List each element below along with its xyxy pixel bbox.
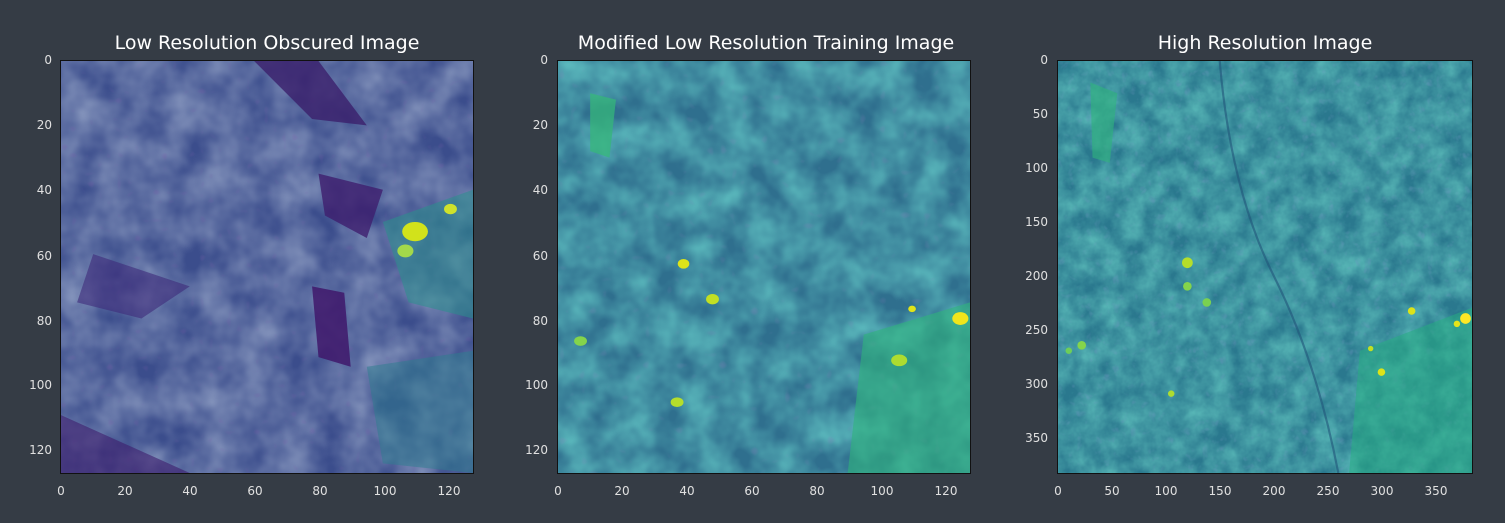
panel-modified-low-res-training: Modified Low Resolution Training Image xyxy=(500,0,1000,523)
x-tick-label: 60 xyxy=(744,484,760,498)
x-tick-label: 350 xyxy=(1424,484,1448,498)
x-tick-label: 120 xyxy=(934,484,958,498)
x-tick-label: 40 xyxy=(679,484,695,498)
x-tick-label: 0 xyxy=(57,484,65,498)
x-tick-label: 250 xyxy=(1316,484,1340,498)
y-tick-label: 350 xyxy=(1025,431,1048,445)
x-tick-label: 20 xyxy=(614,484,630,498)
y-tick-label: 60 xyxy=(36,249,52,263)
x-tick-label: 100 xyxy=(1154,484,1178,498)
y-tick-label: 120 xyxy=(29,443,52,457)
y-tick-label: 100 xyxy=(1025,161,1048,175)
image-plot-high-res xyxy=(1057,60,1473,474)
y-tick-label: 0 xyxy=(44,53,52,67)
y-tick-label: 80 xyxy=(532,314,548,328)
y-tick-label: 120 xyxy=(525,443,548,457)
image-plot-low-res-obscured xyxy=(60,60,474,474)
x-tick-label: 100 xyxy=(870,484,894,498)
x-tick-label: 20 xyxy=(117,484,133,498)
image-plot-modified-low-res-training xyxy=(557,60,971,474)
x-tick-label: 40 xyxy=(182,484,198,498)
y-tick-label: 100 xyxy=(29,378,52,392)
y-tick-label: 80 xyxy=(36,314,52,328)
y-tick-label: 40 xyxy=(36,183,52,197)
y-tick-label: 150 xyxy=(1025,215,1048,229)
y-tick-label: 0 xyxy=(1040,53,1048,67)
x-tick-label: 120 xyxy=(437,484,461,498)
y-tick-label: 40 xyxy=(532,183,548,197)
y-tick-label: 100 xyxy=(525,378,548,392)
panel-high-res: High Resolution Image xyxy=(1000,0,1505,523)
y-tick-label: 20 xyxy=(36,118,52,132)
y-tick-label: 60 xyxy=(532,249,548,263)
y-tick-label: 20 xyxy=(532,118,548,132)
panel-title: Low Resolution Obscured Image xyxy=(114,32,420,54)
x-tick-label: 150 xyxy=(1208,484,1232,498)
satellite-image-low-res-obscured xyxy=(61,61,473,473)
satellite-image-high-res xyxy=(1058,61,1472,473)
satellite-image-modified-low-res xyxy=(558,61,970,473)
y-tick-label: 300 xyxy=(1025,377,1048,391)
x-tick-label: 0 xyxy=(1054,484,1062,498)
x-tick-label: 300 xyxy=(1370,484,1394,498)
y-tick-label: 200 xyxy=(1025,269,1048,283)
panel-title: Modified Low Resolution Training Image xyxy=(577,32,955,54)
x-tick-label: 200 xyxy=(1262,484,1286,498)
y-tick-label: 250 xyxy=(1025,323,1048,337)
x-tick-label: 100 xyxy=(373,484,397,498)
x-tick-label: 80 xyxy=(809,484,825,498)
y-tick-label: 0 xyxy=(540,53,548,67)
x-tick-label: 80 xyxy=(312,484,328,498)
x-tick-label: 0 xyxy=(554,484,562,498)
panel-low-res-obscured: Low Resolution Obscured Image xyxy=(0,0,500,523)
y-tick-label: 50 xyxy=(1032,107,1048,121)
x-tick-label: 50 xyxy=(1104,484,1120,498)
x-tick-label: 60 xyxy=(247,484,263,498)
panel-title: High Resolution Image xyxy=(1157,32,1373,54)
